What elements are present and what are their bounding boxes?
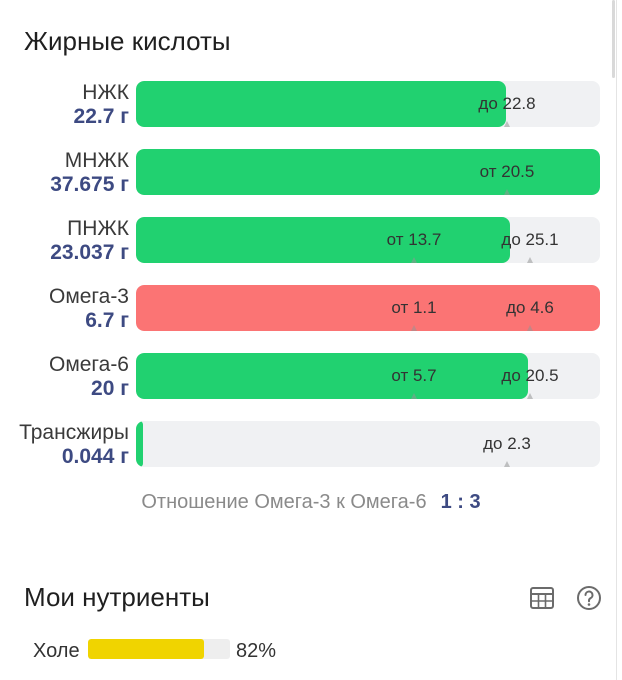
norm-marker-label: до 22.8 bbox=[478, 94, 536, 113]
fatty-acid-progress-fill bbox=[136, 353, 528, 399]
fatty-acid-progress-track: от 13.7 до 25.1 bbox=[136, 217, 600, 263]
nutrient-progress-track bbox=[88, 639, 230, 659]
fatty-acid-amount: 20 г bbox=[91, 377, 129, 400]
norm-marker-label: до 20.5 bbox=[501, 366, 559, 385]
scrollbar[interactable] bbox=[612, 0, 622, 680]
fatty-acid-progress-fill bbox=[136, 81, 506, 127]
norm-marker-label: от 13.7 bbox=[386, 230, 442, 249]
fatty-acid-label: ПНЖК bbox=[67, 217, 129, 240]
omega-ratio: Отношение Омега-3 к Омега-6 1 : 3 bbox=[0, 491, 622, 514]
fatty-acid-row: МНЖК 37.675 г от 20.5 bbox=[0, 149, 622, 219]
norm-marker-label: от 20.5 bbox=[479, 162, 535, 181]
fatty-acid-label: МНЖК bbox=[64, 149, 129, 172]
fatty-acid-progress-fill bbox=[136, 421, 143, 467]
norm-marker-tick bbox=[411, 393, 417, 399]
fatty-acid-amount: 23.037 г bbox=[50, 241, 129, 264]
fatty-acid-row: Омега-6 20 г от 5.7 до 20.5 bbox=[0, 353, 622, 423]
fatty-acid-label: НЖК bbox=[82, 81, 129, 104]
fatty-acid-progress-track: от 1.1 до 4.6 bbox=[136, 285, 600, 331]
fatty-acids-title: Жирные кислоты bbox=[24, 26, 231, 56]
norm-marker-tick bbox=[504, 189, 510, 195]
scrollbar-divider bbox=[616, 0, 617, 680]
table-icon[interactable] bbox=[528, 584, 556, 612]
fatty-acid-progress-track: до 2.3 bbox=[136, 421, 600, 467]
nutrient-label: Холе bbox=[33, 640, 80, 662]
fatty-acid-row: ПНЖК 23.037 г от 13.7 до 25.1 bbox=[0, 217, 622, 287]
help-icon[interactable] bbox=[575, 584, 603, 612]
fatty-acid-amount: 6.7 г bbox=[85, 309, 129, 332]
fatty-acid-progress-fill bbox=[136, 217, 510, 263]
fatty-acid-progress-track: от 20.5 bbox=[136, 149, 600, 195]
fatty-acid-label: Омега-6 bbox=[48, 353, 129, 376]
fatty-acid-row: Трансжиры 0.044 г до 2.3 bbox=[0, 421, 622, 491]
norm-marker-label: до 25.1 bbox=[501, 230, 559, 249]
fatty-acid-row: НЖК 22.7 г до 22.8 bbox=[0, 81, 622, 151]
nutrient-percent: 82% bbox=[236, 640, 277, 662]
nutrient-progress-fill bbox=[88, 639, 205, 659]
my-nutrients-title: Мои нутриенты bbox=[24, 582, 210, 612]
omega-ratio-label: Отношение Омега-3 к Омега-6 bbox=[141, 491, 427, 513]
fatty-acid-row: Омега-3 6.7 г от 1.1 до 4.6 bbox=[0, 285, 622, 355]
omega-ratio-value: 1 : 3 bbox=[440, 491, 481, 513]
norm-marker-label: до 2.3 bbox=[483, 434, 531, 453]
norm-marker-label: от 1.1 bbox=[391, 298, 437, 317]
fatty-acid-amount: 37.675 г bbox=[50, 173, 129, 196]
norm-marker-tick bbox=[411, 257, 417, 263]
norm-marker-tick bbox=[527, 393, 533, 399]
fatty-acid-progress-track: от 5.7 до 20.5 bbox=[136, 353, 600, 399]
fatty-acid-progress-track: до 22.8 bbox=[136, 81, 600, 127]
fatty-acid-progress-fill bbox=[136, 285, 600, 331]
norm-marker-tick bbox=[411, 325, 417, 331]
norm-marker-label: до 4.6 bbox=[506, 298, 554, 317]
norm-marker-tick bbox=[527, 257, 533, 263]
fatty-acid-amount: 22.7 г bbox=[73, 105, 129, 128]
fatty-acid-progress-fill bbox=[136, 149, 600, 195]
norm-marker-tick bbox=[527, 325, 533, 331]
norm-marker-label: от 5.7 bbox=[391, 366, 437, 385]
fatty-acid-amount: 0.044 г bbox=[61, 445, 129, 468]
norm-marker-tick bbox=[504, 461, 510, 467]
fatty-acid-label: Трансжиры bbox=[19, 421, 129, 444]
scrollbar-thumb[interactable] bbox=[612, 0, 615, 78]
fatty-acid-label: Омега-3 bbox=[48, 285, 129, 308]
norm-marker-tick bbox=[504, 121, 510, 127]
